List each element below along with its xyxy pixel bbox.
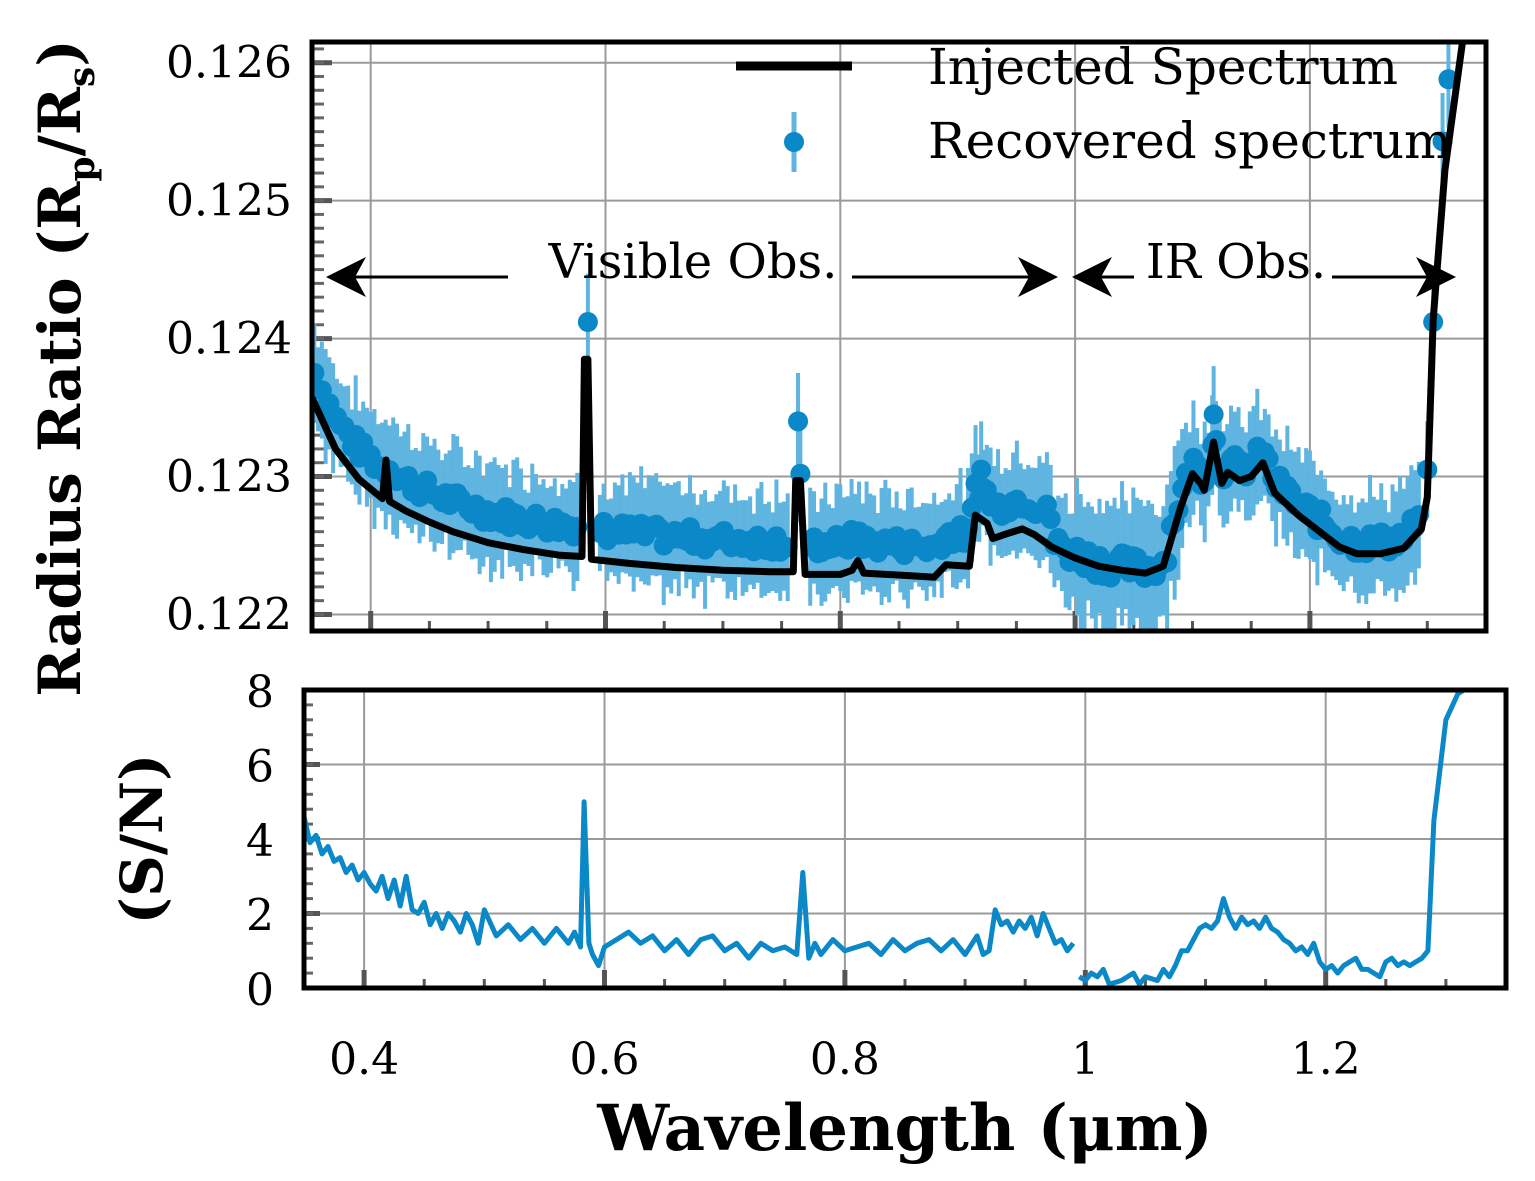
visible-obs-label: Visible Obs.: [548, 234, 838, 290]
top-ytick-label: 0.126: [166, 38, 292, 89]
sn-line: [1077, 690, 1469, 987]
annotations: Visible Obs. IR Obs.: [326, 234, 1456, 297]
ir-obs-arrow: IR Obs.: [1072, 234, 1456, 297]
top-series: [312, 42, 1466, 631]
bottom-ytick-label: 6: [246, 742, 274, 793]
top-ytick-label: 0.123: [166, 452, 292, 503]
bottom-axes-frame: [301, 687, 1509, 991]
recovered-point: [312, 362, 325, 383]
bottom-xtick-labels: 0.4 0.6 0.8 1 1.2: [329, 1034, 1361, 1085]
bottom-panel: 0 2 4 6 8 0.4 0.6 0.8 1 1.2: [246, 667, 1509, 1085]
top-ytick-labels: 0.122 0.123 0.124 0.125 0.126: [166, 38, 292, 641]
bottom-grid: [304, 689, 1506, 989]
recovered-point: [788, 411, 809, 432]
bottom-ytick-label: 2: [246, 891, 274, 942]
bottom-xtick-label: 0.4: [329, 1034, 399, 1085]
bottom-xtick-label: 1: [1071, 1034, 1099, 1085]
legend: Injected Spectrum Recovered spectrum: [736, 38, 1451, 172]
injected-spectrum-line: [312, 42, 1466, 581]
recovered-point: [1311, 499, 1332, 520]
recovered-point: [971, 459, 992, 480]
bottom-ytick-label: 4: [246, 816, 274, 867]
legend-injected-label: Injected Spectrum: [928, 38, 1398, 96]
top-ylabel: Radius Ratio (Rp/Rs): [26, 39, 103, 696]
bottom-ytick-label: 0: [246, 965, 274, 1016]
sn-line: [304, 799, 1076, 969]
top-ytick-label: 0.125: [166, 176, 292, 227]
xlabel: Wavelength (μm): [596, 1091, 1213, 1166]
ir-obs-label: IR Obs.: [1146, 234, 1326, 290]
legend-recovered-swatch: [784, 132, 804, 152]
top-ytick-label: 0.122: [166, 589, 292, 640]
bottom-series: [304, 690, 1469, 987]
recovered-point: [577, 312, 598, 333]
visible-obs-arrow: Visible Obs.: [326, 234, 1058, 297]
legend-recovered-label: Recovered spectrum: [928, 112, 1451, 170]
bottom-xtick-label: 0.8: [810, 1034, 880, 1085]
bottom-ytick-label: 8: [246, 667, 274, 718]
bottom-ytick-labels: 0 2 4 6 8: [246, 667, 274, 1016]
top-axes-frame: [309, 39, 1489, 634]
bottom-xtick-label: 1.2: [1291, 1034, 1361, 1085]
bottom-xtick-label: 0.6: [570, 1034, 640, 1085]
bottom-ylabel: (S/N): [108, 754, 176, 925]
top-panel: 0.122 0.123 0.124 0.125 0.126 Visible Obs. I…: [166, 38, 1489, 641]
top-ytick-label: 0.124: [166, 314, 292, 365]
recovered-point: [1040, 508, 1061, 529]
recovered-point: [1203, 404, 1224, 425]
